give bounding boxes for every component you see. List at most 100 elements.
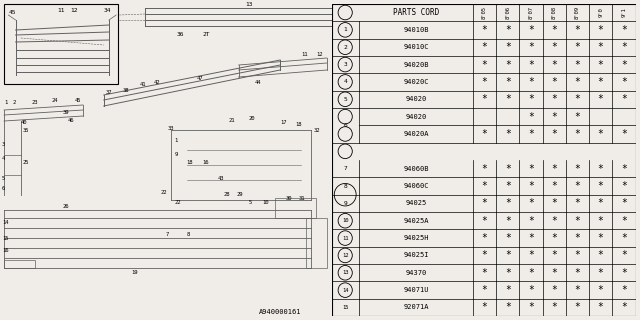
Text: 43: 43 — [218, 175, 225, 180]
Text: 42: 42 — [154, 79, 160, 84]
Text: 1: 1 — [4, 100, 8, 106]
Text: *: * — [575, 164, 580, 174]
Text: *: * — [598, 77, 604, 87]
Text: *: * — [505, 42, 511, 52]
Text: *: * — [621, 233, 627, 243]
Text: *: * — [621, 302, 627, 313]
Text: *: * — [575, 302, 580, 313]
Text: 47: 47 — [197, 76, 204, 81]
Text: 8'07: 8'07 — [529, 6, 534, 19]
Text: *: * — [505, 164, 511, 174]
Text: 4: 4 — [343, 79, 347, 84]
Bar — [4, 4, 118, 84]
Text: *: * — [505, 268, 511, 278]
Text: 14: 14 — [2, 220, 8, 225]
Text: 15: 15 — [2, 236, 8, 241]
Text: 13: 13 — [245, 3, 253, 7]
Text: *: * — [598, 198, 604, 208]
Text: 94020: 94020 — [405, 96, 426, 102]
Text: *: * — [528, 112, 534, 122]
Text: 8'08: 8'08 — [552, 6, 557, 19]
Text: 3: 3 — [343, 62, 347, 67]
Text: *: * — [528, 77, 534, 87]
Text: 46: 46 — [67, 117, 74, 123]
Text: *: * — [598, 42, 604, 52]
Text: 8: 8 — [343, 184, 347, 188]
Text: *: * — [598, 60, 604, 69]
Text: *: * — [481, 216, 488, 226]
Text: *: * — [598, 94, 604, 104]
Text: *: * — [575, 233, 580, 243]
Text: *: * — [621, 94, 627, 104]
Bar — [306, 218, 327, 268]
Text: *: * — [551, 216, 557, 226]
Text: 13: 13 — [342, 270, 348, 275]
Text: 9'0: 9'0 — [598, 8, 603, 17]
Text: *: * — [621, 42, 627, 52]
Text: 15: 15 — [342, 305, 348, 310]
Text: 94020C: 94020C — [403, 79, 429, 85]
Text: *: * — [551, 77, 557, 87]
Text: *: * — [575, 251, 580, 260]
Text: *: * — [621, 251, 627, 260]
Text: 11: 11 — [301, 52, 307, 57]
Text: *: * — [528, 94, 534, 104]
Text: *: * — [551, 181, 557, 191]
Text: *: * — [505, 25, 511, 35]
Text: *: * — [528, 233, 534, 243]
Text: 6: 6 — [2, 186, 5, 190]
Text: *: * — [528, 129, 534, 139]
Text: 16: 16 — [202, 159, 209, 164]
Text: *: * — [481, 25, 488, 35]
Text: *: * — [575, 268, 580, 278]
Text: *: * — [551, 198, 557, 208]
Text: 29: 29 — [237, 193, 243, 197]
Text: 11: 11 — [342, 236, 348, 241]
Text: 26: 26 — [62, 204, 68, 210]
Text: 12: 12 — [342, 253, 348, 258]
Text: *: * — [481, 233, 488, 243]
Text: *: * — [528, 164, 534, 174]
Text: 11: 11 — [57, 7, 65, 12]
Text: *: * — [528, 285, 534, 295]
Text: *: * — [528, 181, 534, 191]
Text: 25: 25 — [23, 159, 29, 164]
Text: 39: 39 — [62, 109, 68, 115]
Text: 40: 40 — [20, 119, 28, 124]
Text: 45: 45 — [8, 10, 16, 14]
Text: 31: 31 — [299, 196, 305, 201]
Text: 35: 35 — [23, 127, 29, 132]
Text: *: * — [481, 60, 488, 69]
Text: *: * — [481, 268, 488, 278]
Text: 94025H: 94025H — [403, 235, 429, 241]
Text: 33: 33 — [168, 125, 175, 131]
Text: *: * — [505, 94, 511, 104]
Text: *: * — [575, 60, 580, 69]
Text: 12: 12 — [316, 52, 323, 57]
Text: 12: 12 — [70, 7, 78, 12]
Text: *: * — [575, 42, 580, 52]
Text: 1: 1 — [343, 28, 347, 32]
Text: *: * — [598, 302, 604, 313]
Text: 8'06: 8'06 — [505, 6, 510, 19]
Text: 94025A: 94025A — [403, 218, 429, 224]
Text: *: * — [481, 198, 488, 208]
Text: PARTS CORD: PARTS CORD — [393, 8, 439, 17]
Text: 8'05: 8'05 — [482, 6, 487, 19]
Text: 22: 22 — [161, 189, 167, 195]
Text: *: * — [598, 233, 604, 243]
Text: 94020: 94020 — [405, 114, 426, 120]
Text: 20: 20 — [249, 116, 255, 121]
Text: 21: 21 — [228, 117, 235, 123]
Bar — [275, 198, 316, 218]
Text: *: * — [505, 285, 511, 295]
Text: 10: 10 — [342, 218, 348, 223]
Text: *: * — [505, 60, 511, 69]
Text: *: * — [575, 112, 580, 122]
Text: 22: 22 — [174, 199, 181, 204]
Text: 23: 23 — [31, 100, 38, 105]
Text: 16: 16 — [2, 247, 8, 252]
Text: *: * — [551, 164, 557, 174]
Text: 94010C: 94010C — [403, 44, 429, 50]
Text: 8: 8 — [187, 233, 190, 237]
